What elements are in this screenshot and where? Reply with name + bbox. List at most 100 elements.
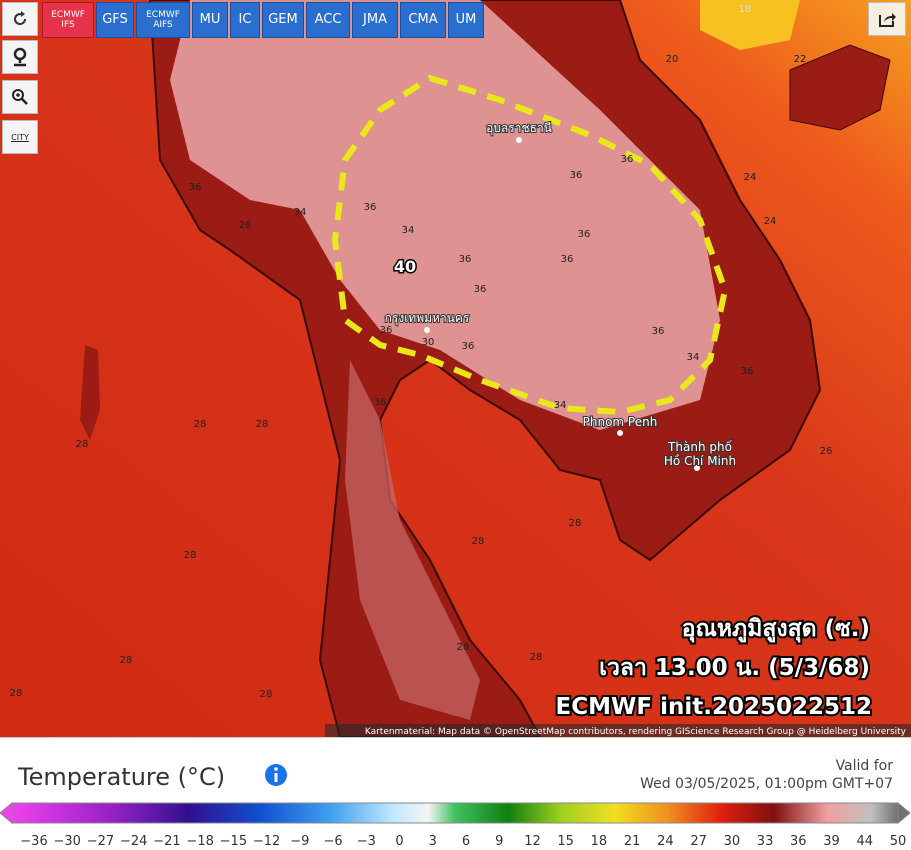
- attribution: Kartenmaterial: Map data © OpenStreetMap…: [365, 727, 907, 737]
- map: Kartenmaterial: Map data © OpenStreetMap…: [0, 0, 911, 737]
- valid-label: Valid for: [836, 758, 894, 774]
- contour-label: 24: [744, 172, 757, 183]
- place-label: Thành phố: [667, 440, 733, 454]
- model-button[interactable]: GFS: [96, 2, 134, 38]
- contour-label: 36: [578, 229, 591, 240]
- colorbar-tick-label: −27: [87, 834, 114, 849]
- colorbar-tick-label: −36: [20, 834, 47, 849]
- colorbar-tick-label: 18: [591, 834, 608, 849]
- contour-label: 34: [554, 400, 567, 411]
- zoom-icon: [12, 89, 28, 105]
- colorbar-tick-label: 24: [657, 834, 674, 849]
- overlay-line: เวลา 13.00 น. (5/3/68): [599, 655, 870, 681]
- island: [80, 345, 100, 440]
- colorbar-tick-label: 50: [890, 834, 907, 849]
- valid-time: Wed 03/05/2025, 01:00pm GMT+07: [640, 776, 893, 792]
- model-button[interactable]: UM: [448, 2, 484, 38]
- refresh-icon: [14, 11, 27, 26]
- hainan: [789, 44, 891, 131]
- contour-label: 28: [530, 652, 543, 663]
- hot-zone: [170, 0, 720, 430]
- share-button[interactable]: [868, 2, 906, 36]
- model-button[interactable]: IC: [230, 2, 260, 38]
- model-button[interactable]: ECMWF IFS: [42, 2, 94, 38]
- contour-label: 36: [561, 254, 574, 265]
- model-button[interactable]: ECMWF AIFS: [136, 2, 190, 38]
- peninsula-heat: [345, 360, 480, 720]
- contour-label: 36: [474, 284, 487, 295]
- contour-label: 28: [239, 220, 252, 231]
- colorbar-tick-label: 33: [757, 834, 774, 849]
- contour-label: 34: [687, 352, 700, 363]
- info-glyph: [274, 773, 278, 782]
- colorbar-tick-label: 9: [495, 834, 503, 849]
- contour-label: 28: [260, 689, 273, 700]
- colorbar-tick-label: 21: [624, 834, 641, 849]
- colorbar-tick-label: −24: [120, 834, 147, 849]
- legend-title: Temperature (°C): [17, 763, 225, 791]
- contour-label: 34: [294, 207, 307, 218]
- overlay-line: อุณหภูมิสูงสุด (ซ.): [682, 616, 870, 643]
- colorbar-tick-label: 39: [823, 834, 840, 849]
- legend: Temperature (°C) Valid for Wed 03/05/202…: [0, 737, 911, 849]
- contour-label: 28: [120, 655, 133, 666]
- contour-label: 36: [570, 170, 583, 181]
- contour-label: 28: [256, 419, 269, 430]
- colorbar-tick-label: 0: [395, 834, 403, 849]
- colorbar-high-arrow: [897, 801, 911, 825]
- colorbar-tick-label: −21: [153, 834, 180, 849]
- place-label: กรุงเทพมหานคร: [385, 311, 470, 326]
- colorbar-tick-label: −15: [220, 834, 247, 849]
- share-icon: [879, 13, 896, 27]
- overlay-line: ECMWF init.2025022512: [556, 694, 872, 720]
- colorbar-tick-label: −18: [186, 834, 213, 849]
- attribution-bar: [325, 724, 911, 737]
- colorbar-tick-label: −3: [357, 834, 376, 849]
- colorbar-ticks: −36 −30 −27 −24 −21 −18 −15 −12 −9 −6 −3 0 3 6 9 12 15 18…: [20, 834, 906, 849]
- contour-label: 28: [472, 536, 485, 547]
- location-button[interactable]: [2, 40, 38, 74]
- contour-label: 28: [76, 439, 89, 450]
- contour-label: 36: [189, 182, 202, 193]
- pin-icon: [13, 47, 27, 67]
- warm-sea: [700, 0, 800, 50]
- refresh-button[interactable]: [2, 2, 38, 36]
- contour-label: 36: [462, 341, 475, 352]
- city-dot: [424, 327, 430, 333]
- city-button[interactable]: CITY: [2, 120, 38, 154]
- contour-label: 22: [794, 54, 807, 65]
- contour-label: 34: [402, 225, 415, 236]
- contour-label: 40: [394, 257, 416, 276]
- map-labels: 36 28 34 40 36 34 36 36 36 36 36 36 36 34 36 24 24 20 22 26…: [10, 4, 833, 700]
- city-dot: [617, 430, 623, 436]
- contour-label: 28: [569, 518, 582, 529]
- colorbar-tick-label: 44: [856, 834, 873, 849]
- colorbar-tick-label: 12: [524, 834, 541, 849]
- contour-label: 18: [739, 4, 752, 15]
- colorbar-tick-label: −6: [323, 834, 342, 849]
- overlay-text: อุณหภูมิสูงสุด (ซ.) เวลา 13.00 น. (5/3/6…: [554, 614, 874, 722]
- contour-label: 28: [457, 642, 470, 653]
- city-dot: [516, 137, 522, 143]
- city-dot: [694, 465, 700, 471]
- model-button[interactable]: MU: [192, 2, 228, 38]
- place-label: Hồ Chí Minh: [664, 454, 736, 468]
- model-button[interactable]: JMA: [352, 2, 398, 38]
- colorbar-low-arrow: [0, 801, 13, 825]
- contour-label: 24: [764, 216, 777, 227]
- contour-label: 36: [380, 325, 393, 336]
- contour-label: 36: [374, 397, 387, 408]
- colorbar-tick-label: 27: [690, 834, 707, 849]
- zoom-button[interactable]: [2, 80, 38, 114]
- colorbar-tick-label: 36: [790, 834, 807, 849]
- colorbar-tick-label: −12: [253, 834, 280, 849]
- contour-label: 36: [741, 366, 754, 377]
- colorbar-tick-label: −30: [54, 834, 81, 849]
- model-button[interactable]: CMA: [400, 2, 446, 38]
- contour-label: 36: [652, 326, 665, 337]
- model-button[interactable]: ACC: [306, 2, 350, 38]
- model-button[interactable]: GEM: [262, 2, 304, 38]
- place-label: Phnom Penh: [583, 415, 658, 429]
- colorbar: [11, 802, 899, 824]
